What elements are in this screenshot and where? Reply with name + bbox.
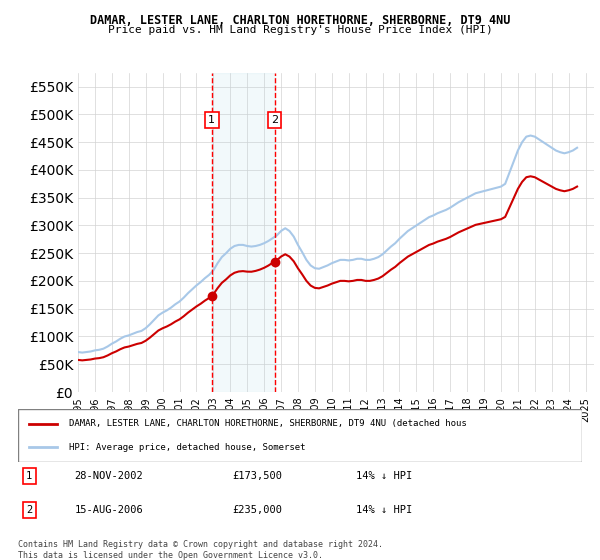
Text: 1: 1	[208, 115, 215, 125]
Text: 2: 2	[26, 505, 32, 515]
Text: 1: 1	[26, 471, 32, 481]
Text: 15-AUG-2006: 15-AUG-2006	[74, 505, 143, 515]
Text: Price paid vs. HM Land Registry's House Price Index (HPI): Price paid vs. HM Land Registry's House …	[107, 25, 493, 35]
Text: £173,500: £173,500	[232, 471, 283, 481]
Text: 14% ↓ HPI: 14% ↓ HPI	[356, 505, 413, 515]
Text: 28-NOV-2002: 28-NOV-2002	[74, 471, 143, 481]
Text: £235,000: £235,000	[232, 505, 283, 515]
FancyBboxPatch shape	[18, 409, 582, 462]
Text: Contains HM Land Registry data © Crown copyright and database right 2024.
This d: Contains HM Land Registry data © Crown c…	[18, 540, 383, 560]
Text: DAMAR, LESTER LANE, CHARLTON HORETHORNE, SHERBORNE, DT9 4NU: DAMAR, LESTER LANE, CHARLTON HORETHORNE,…	[90, 14, 510, 27]
Bar	[212, 73, 275, 392]
Text: DAMAR, LESTER LANE, CHARLTON HORETHORNE, SHERBORNE, DT9 4NU (detached hous: DAMAR, LESTER LANE, CHARLTON HORETHORNE,…	[69, 419, 467, 428]
Text: HPI: Average price, detached house, Somerset: HPI: Average price, detached house, Some…	[69, 442, 305, 451]
Text: 2: 2	[271, 115, 278, 125]
Text: 14% ↓ HPI: 14% ↓ HPI	[356, 471, 413, 481]
